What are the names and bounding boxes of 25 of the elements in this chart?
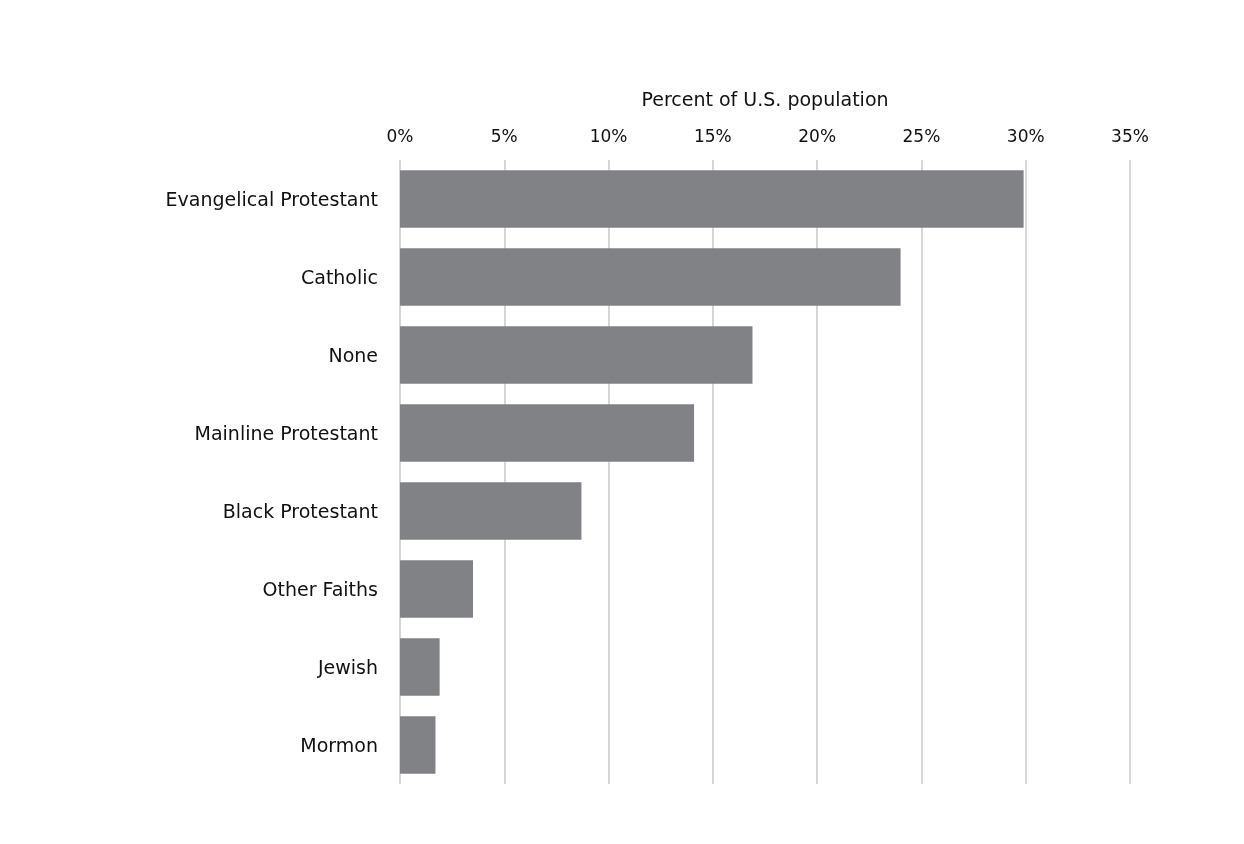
x-tick-label: 15% — [693, 125, 732, 146]
y-tick-label: Mormon — [300, 734, 378, 756]
y-tick-label: Mainline Protestant — [194, 422, 378, 444]
bar — [400, 638, 440, 696]
bar — [400, 326, 753, 384]
x-axis-title: Percent of U.S. population — [641, 87, 889, 110]
bar — [400, 482, 582, 540]
y-tick-label: Catholic — [300, 266, 378, 288]
x-tick-label: 5% — [490, 125, 518, 146]
bar — [400, 404, 695, 462]
y-tick-label: Evangelical Protestant — [165, 188, 378, 210]
bar — [400, 560, 473, 618]
y-tick-label: Black Protestant — [222, 500, 378, 522]
y-tick-label: Jewish — [316, 656, 378, 678]
bar — [400, 248, 901, 306]
bar — [400, 716, 436, 774]
x-tick-label: 25% — [902, 125, 941, 146]
x-tick-label: 35% — [1111, 125, 1149, 146]
x-tick-label: 30% — [1006, 125, 1045, 146]
y-tick-label: None — [328, 344, 378, 366]
x-tick-label: 20% — [798, 125, 837, 146]
x-tick-label: 0% — [386, 125, 414, 146]
bar — [400, 170, 1024, 228]
x-tick-label: 10% — [589, 125, 628, 146]
y-tick-label: Other Faiths — [262, 578, 378, 600]
